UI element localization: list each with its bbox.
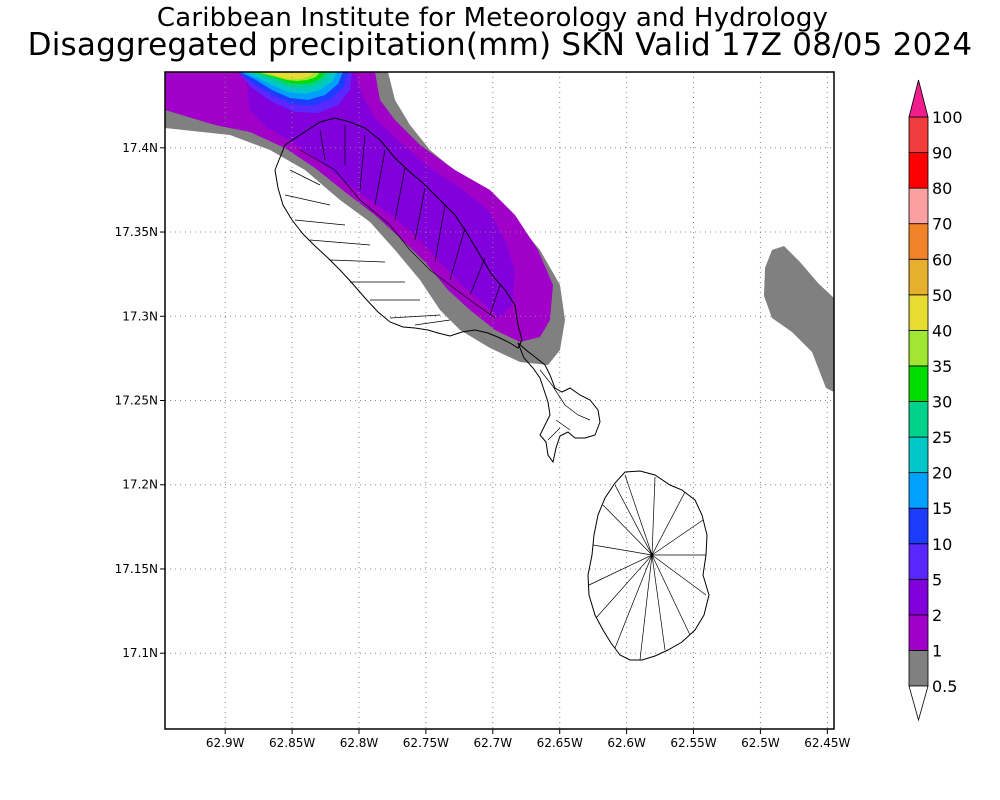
colorbar-label: 70 bbox=[932, 215, 952, 234]
precip-contour-east-0.5mm bbox=[764, 246, 834, 392]
st-kitts-drainage bbox=[284, 125, 501, 326]
colorbar-label: 80 bbox=[932, 179, 952, 198]
colorbar-label: 40 bbox=[932, 321, 952, 340]
lat-tick-label: 17.2N bbox=[122, 478, 158, 492]
lon-tick-label: 62.7W bbox=[474, 736, 513, 750]
colorbar-label: 50 bbox=[932, 286, 952, 305]
colorbar-label: 35 bbox=[932, 357, 952, 376]
colorbar-box-60 bbox=[908, 223, 929, 260]
colorbar-label: 25 bbox=[932, 428, 952, 447]
precip-contour-40mm bbox=[262, 72, 314, 79]
st-kitts-ridge bbox=[299, 149, 496, 319]
colorbar-label: 5 bbox=[932, 570, 942, 589]
map-grid bbox=[165, 72, 834, 729]
colorbar-box-70 bbox=[908, 187, 929, 225]
colorbar-label: 60 bbox=[932, 250, 952, 269]
island-watersheds bbox=[284, 125, 707, 661]
chart-subtitle: Disaggregated precipitation(mm) SKN Vali… bbox=[27, 27, 973, 63]
peninsula-drainage bbox=[539, 369, 591, 441]
colorbar-box-20 bbox=[908, 436, 929, 474]
colorbar-box-80 bbox=[908, 152, 929, 189]
colorbar-label: 20 bbox=[932, 464, 952, 483]
colorbar-box-35 bbox=[908, 329, 929, 367]
colorbar-label: 100 bbox=[932, 108, 963, 127]
colorbar-box-25 bbox=[908, 401, 929, 438]
lat-tick-label: 17.35N bbox=[115, 225, 158, 239]
precipitation-field bbox=[165, 72, 834, 392]
lon-tick-label: 62.75W bbox=[403, 736, 449, 750]
lat-tick-label: 17.25N bbox=[115, 394, 158, 408]
colorbar-box-50 bbox=[908, 258, 929, 296]
colorbar-label: 1 bbox=[932, 641, 942, 660]
colorbar-box-0.5 bbox=[908, 650, 929, 687]
nevis-drainage bbox=[588, 474, 707, 661]
colorbar-label: 90 bbox=[932, 144, 952, 163]
colorbar-box-5 bbox=[908, 543, 929, 580]
colorbar-box-1 bbox=[908, 614, 929, 651]
lon-tick-label: 62.65W bbox=[537, 736, 583, 750]
lon-tick-label: 62.45W bbox=[804, 736, 850, 750]
lon-tick-label: 62.6W bbox=[607, 736, 646, 750]
colorbar-label: 15 bbox=[932, 499, 952, 518]
colorbar-box-40 bbox=[908, 294, 929, 331]
chart-title: Caribbean Institute for Meteorology and … bbox=[156, 3, 829, 33]
precip-contour-2mm bbox=[245, 72, 515, 318]
colorbar-box-15 bbox=[908, 472, 929, 509]
lon-tick-label: 62.5W bbox=[741, 736, 780, 750]
island-coastlines bbox=[274, 117, 710, 661]
nevis-outline bbox=[587, 470, 710, 661]
colorbar-box-10 bbox=[908, 507, 929, 545]
colorbar-label: 30 bbox=[932, 393, 952, 412]
st-kitts-outline bbox=[274, 117, 523, 349]
colorbar-top-arrow bbox=[908, 79, 929, 118]
colorbar-box-2 bbox=[908, 578, 929, 616]
southeast-peninsula-outline bbox=[517, 342, 601, 464]
colorbar-label: 10 bbox=[932, 535, 952, 554]
colorbar-box-90 bbox=[908, 116, 929, 153]
colorbar-bottom-arrow bbox=[908, 685, 929, 722]
latitude-axis: 17.4N 17.35N 17.3N 17.25N 17.2N 17.15N 17.1N bbox=[115, 141, 165, 660]
colorbar-label: 2 bbox=[932, 606, 942, 625]
lat-tick-label: 17.3N bbox=[122, 309, 158, 323]
longitude-axis: 62.9W 62.85W 62.8W 62.75W 62.7W 62.65W 62.6W 62… bbox=[206, 729, 851, 750]
lat-tick-label: 17.15N bbox=[115, 562, 158, 576]
lon-tick-label: 62.55W bbox=[670, 736, 716, 750]
lon-tick-label: 62.85W bbox=[269, 736, 315, 750]
colorbar-label: 0.5 bbox=[932, 677, 957, 696]
lat-tick-label: 17.1N bbox=[122, 646, 158, 660]
lon-tick-label: 62.9W bbox=[206, 736, 245, 750]
lat-tick-label: 17.4N bbox=[122, 141, 158, 155]
lon-tick-label: 62.8W bbox=[340, 736, 379, 750]
colorbar-box-30 bbox=[908, 365, 929, 402]
